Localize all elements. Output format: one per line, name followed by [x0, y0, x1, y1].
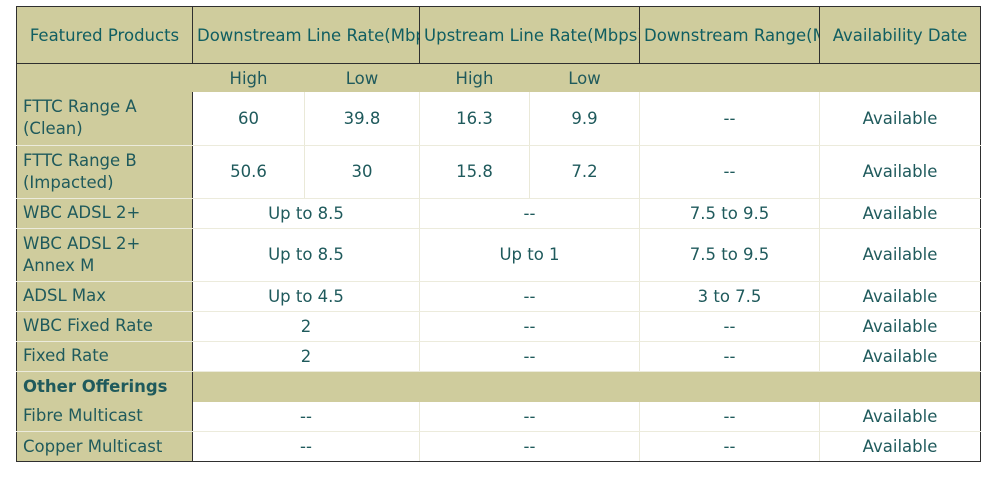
- header-row: Featured Products Downstream Line Rate(M…: [16, 6, 982, 64]
- availability-cell: Available: [819, 431, 982, 462]
- down-low-cell: 39.8: [304, 92, 421, 146]
- availability-cell: Available: [819, 198, 982, 229]
- upstream-cell: --: [419, 281, 641, 312]
- product-name: ADSL Max: [16, 281, 193, 312]
- table-row: FTTC Range B (Impacted) 50.6 30 15.8 7.2…: [16, 145, 982, 199]
- product-name: FTTC Range A (Clean): [16, 92, 193, 146]
- section-fill-end: [819, 371, 982, 402]
- header-availability-date: Availability Date: [819, 6, 982, 64]
- table-row: Copper Multicast -- -- -- Available: [16, 431, 982, 462]
- section-fill: [192, 371, 820, 402]
- availability-cell: Available: [819, 228, 982, 282]
- upstream-cell: --: [419, 431, 641, 462]
- table-row: WBC Fixed Rate 2 -- -- Available: [16, 311, 982, 342]
- range-cell: 3 to 7.5: [639, 281, 821, 312]
- table-row: Fixed Rate 2 -- -- Available: [16, 341, 982, 372]
- subheader-down-high: High: [192, 63, 305, 92]
- upstream-cell: --: [419, 311, 641, 342]
- product-name: Fixed Rate: [16, 341, 193, 372]
- table-row: ADSL Max Up to 4.5 -- 3 to 7.5 Available: [16, 281, 982, 312]
- table-row: WBC ADSL 2+ Annex M Up to 8.5 Up to 1 7.…: [16, 228, 982, 282]
- downstream-cell: Up to 8.5: [192, 228, 421, 282]
- product-name: WBC ADSL 2+ Annex M: [16, 228, 193, 282]
- subheader-empty: [16, 63, 193, 92]
- range-cell: --: [639, 401, 821, 432]
- product-name: WBC ADSL 2+: [16, 198, 193, 229]
- downstream-cell: Up to 8.5: [192, 198, 421, 229]
- table-row: FTTC Range A (Clean) 60 39.8 16.3 9.9 --…: [16, 92, 982, 146]
- downstream-cell: 2: [192, 311, 421, 342]
- product-name: FTTC Range B (Impacted): [16, 145, 193, 199]
- range-cell: --: [639, 92, 821, 146]
- header-downstream-range: Downstream Range(Mbps): [639, 6, 821, 64]
- down-high-cell: 60: [192, 92, 305, 146]
- availability-cell: Available: [819, 401, 982, 432]
- header-upstream-line-rate: Upstream Line Rate(Mbps): [419, 6, 641, 64]
- subheader-down-low: Low: [304, 63, 420, 92]
- product-name: Copper Multicast: [16, 431, 193, 462]
- range-cell: 7.5 to 9.5: [639, 198, 821, 229]
- down-high-cell: 50.6: [192, 145, 305, 199]
- subheader-row: High Low High Low: [16, 63, 982, 92]
- availability-cell: Available: [819, 92, 982, 146]
- upstream-cell: Up to 1: [419, 228, 641, 282]
- subheader-up-low: Low: [529, 63, 640, 92]
- section-row-other-offerings: Other Offerings: [16, 371, 982, 402]
- section-title: Other Offerings: [16, 371, 193, 402]
- table-row: Fibre Multicast -- -- -- Available: [16, 401, 982, 432]
- up-low-cell: 7.2: [529, 145, 641, 199]
- header-featured-products: Featured Products: [16, 6, 193, 64]
- range-cell: --: [639, 431, 821, 462]
- subheader-range-empty: [639, 63, 820, 92]
- up-high-cell: 16.3: [419, 92, 531, 146]
- downstream-cell: --: [192, 431, 421, 462]
- product-name: WBC Fixed Rate: [16, 311, 193, 342]
- up-high-cell: 15.8: [419, 145, 531, 199]
- subheader-up-high: High: [419, 63, 530, 92]
- availability-cell: Available: [819, 281, 982, 312]
- product-rates-table: Featured Products Downstream Line Rate(M…: [16, 6, 982, 462]
- down-low-cell: 30: [304, 145, 421, 199]
- subheader-availability-empty: [819, 63, 982, 92]
- availability-cell: Available: [819, 145, 982, 199]
- availability-cell: Available: [819, 341, 982, 372]
- product-name: Fibre Multicast: [16, 401, 193, 432]
- upstream-cell: --: [419, 401, 641, 432]
- downstream-cell: --: [192, 401, 421, 432]
- up-low-cell: 9.9: [529, 92, 641, 146]
- range-cell: --: [639, 341, 821, 372]
- table-row: WBC ADSL 2+ Up to 8.5 -- 7.5 to 9.5 Avai…: [16, 198, 982, 229]
- range-cell: 7.5 to 9.5: [639, 228, 821, 282]
- availability-cell: Available: [819, 311, 982, 342]
- range-cell: --: [639, 311, 821, 342]
- range-cell: --: [639, 145, 821, 199]
- upstream-cell: --: [419, 341, 641, 372]
- downstream-cell: Up to 4.5: [192, 281, 421, 312]
- upstream-cell: --: [419, 198, 641, 229]
- downstream-cell: 2: [192, 341, 421, 372]
- header-downstream-line-rate: Downstream Line Rate(Mbps): [191, 6, 421, 64]
